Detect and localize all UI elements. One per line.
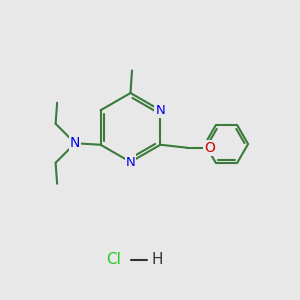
Text: N: N xyxy=(70,136,80,150)
Text: H: H xyxy=(152,252,163,267)
Text: N: N xyxy=(155,104,165,117)
Text: Cl: Cl xyxy=(106,252,122,267)
Text: O: O xyxy=(204,141,215,155)
Text: N: N xyxy=(126,155,135,169)
